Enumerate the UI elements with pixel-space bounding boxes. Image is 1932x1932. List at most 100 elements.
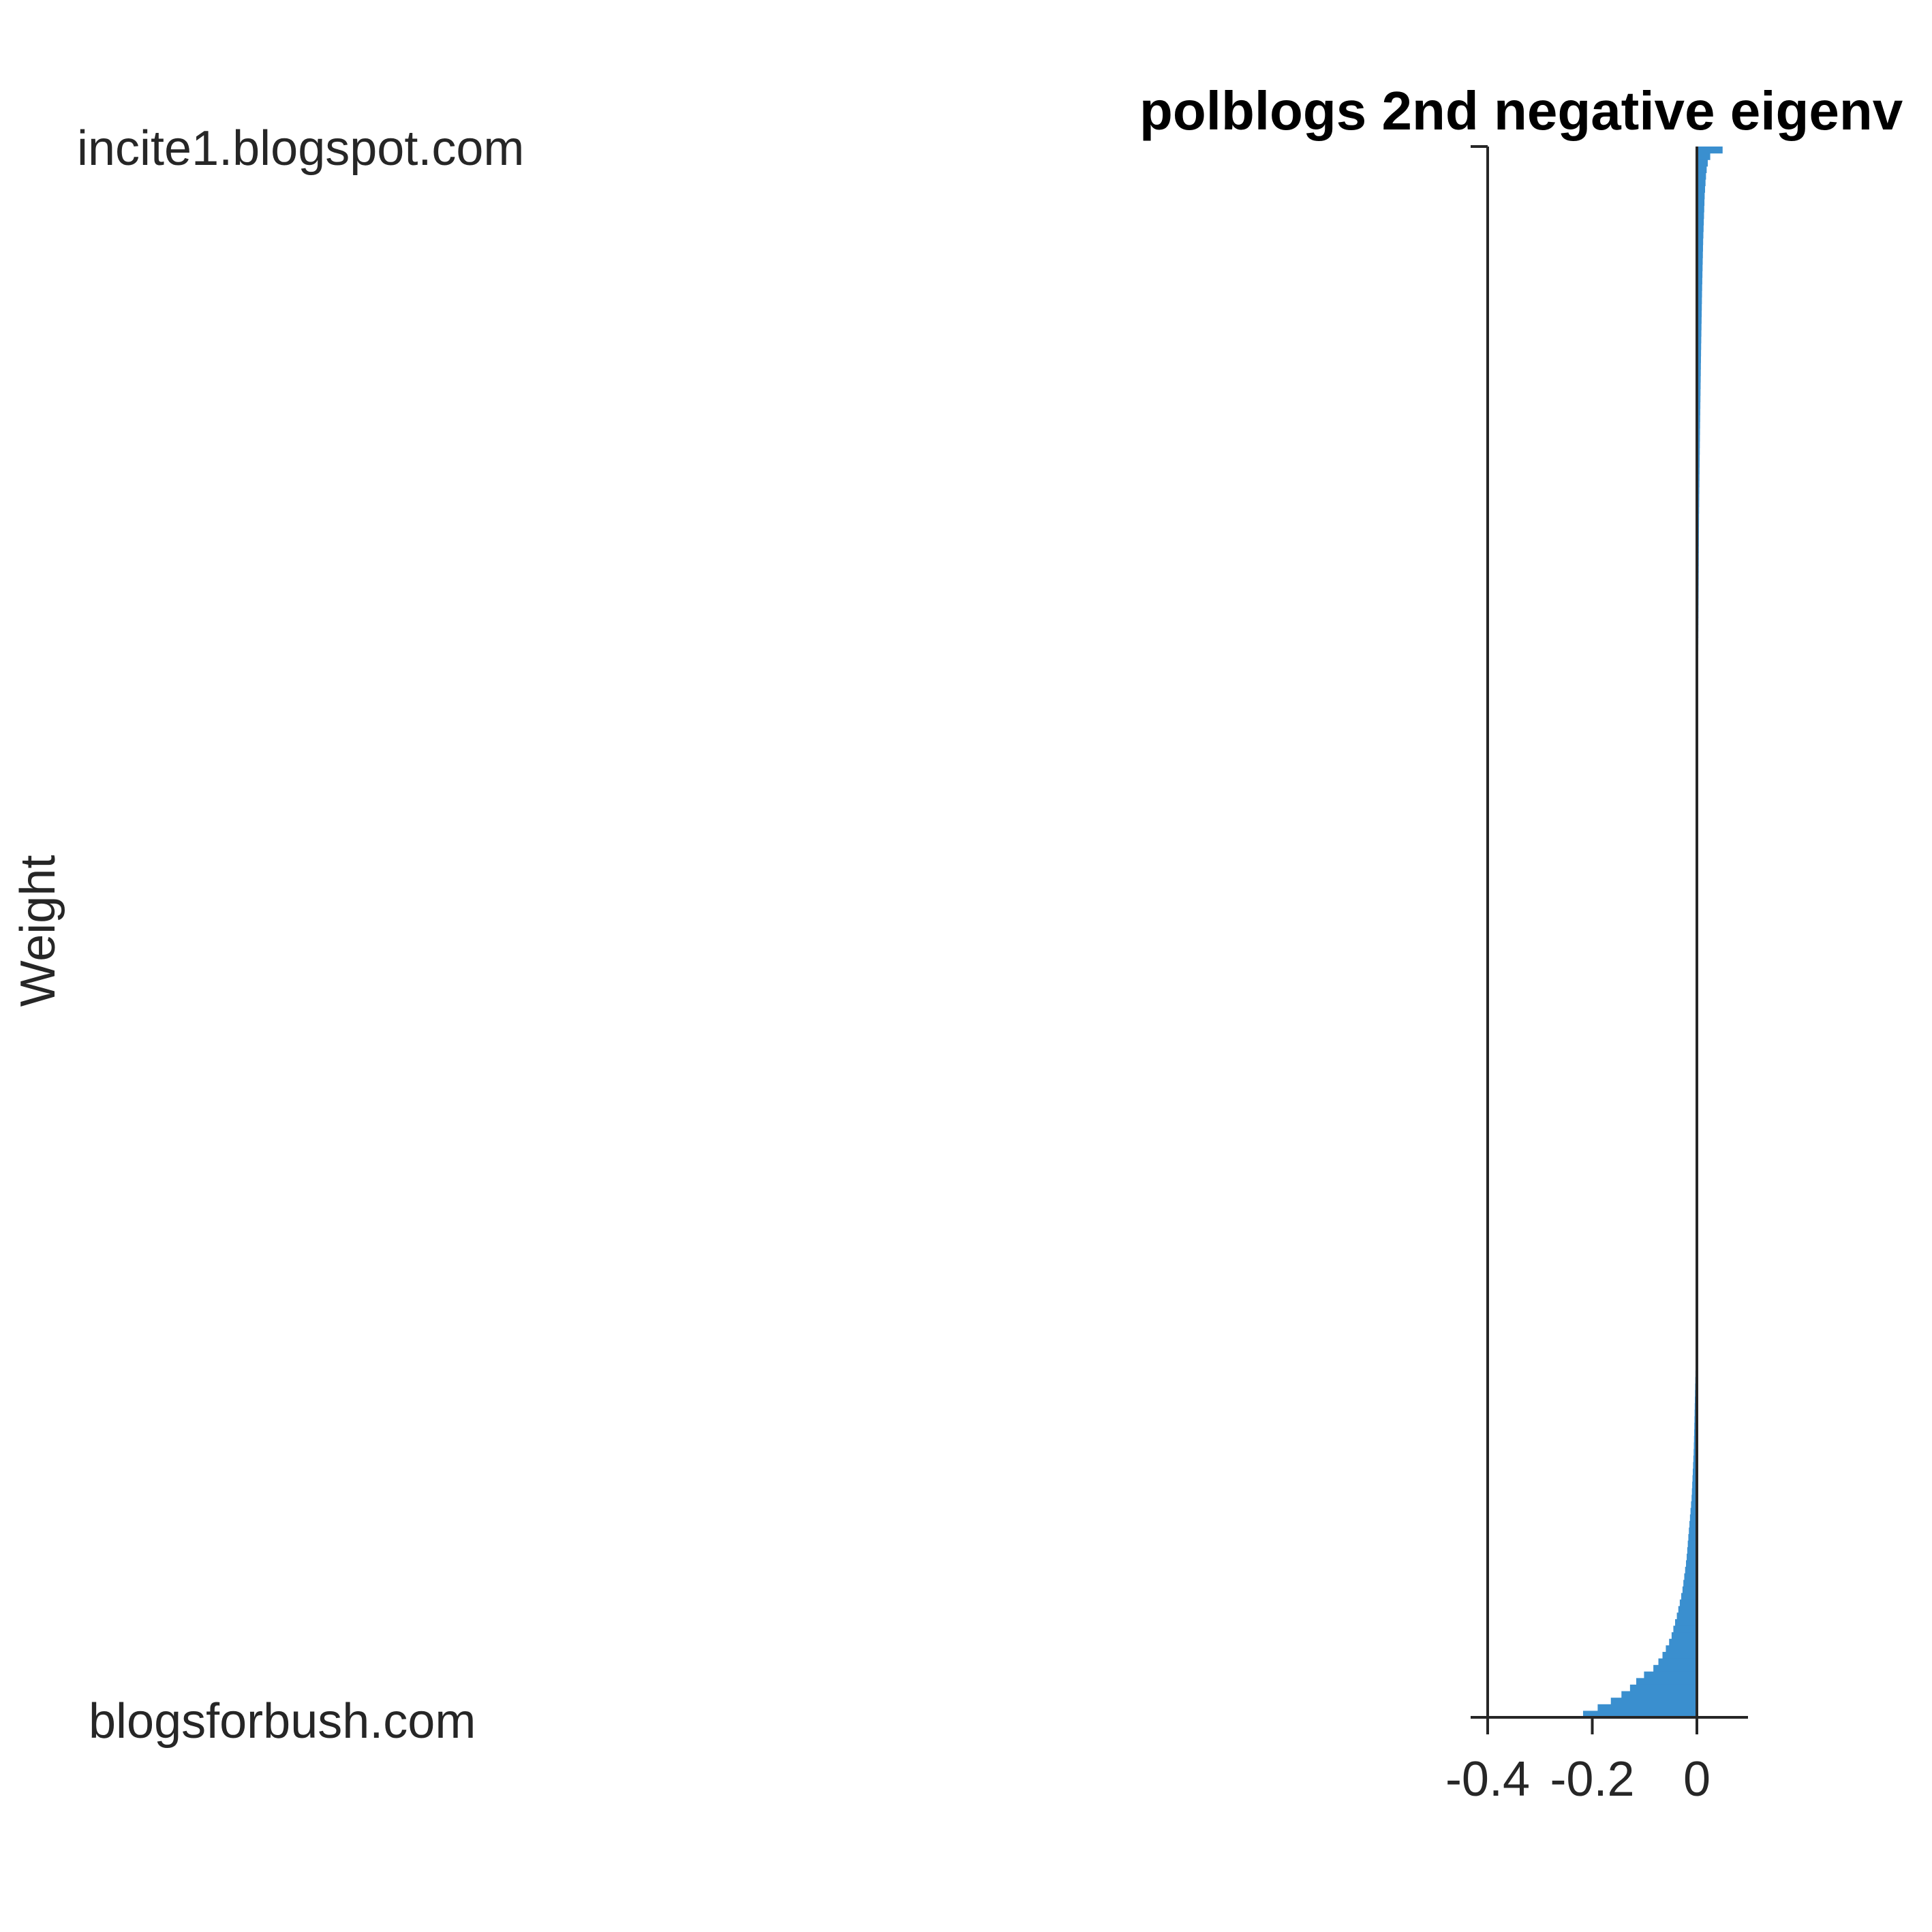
bar <box>1697 356 1701 363</box>
bar <box>1697 271 1703 278</box>
bar <box>1697 258 1703 265</box>
bar <box>1689 1527 1697 1535</box>
bar <box>1693 1462 1697 1469</box>
bar <box>1683 1580 1697 1587</box>
bar <box>1697 218 1704 226</box>
bar <box>1697 323 1702 331</box>
bar <box>1693 1442 1697 1450</box>
bar <box>1675 1619 1697 1627</box>
category-label-top: incite1.blogspot.com <box>77 121 524 176</box>
y-axis-label: Weight <box>11 855 65 1007</box>
bar <box>1678 1606 1697 1613</box>
bar <box>1582 1711 1697 1718</box>
bar <box>1697 408 1700 416</box>
bar <box>1690 1507 1697 1515</box>
bar <box>1697 310 1702 318</box>
bar <box>1689 1520 1697 1529</box>
bar <box>1666 1645 1697 1653</box>
bar <box>1653 1665 1697 1672</box>
bar <box>1697 454 1700 461</box>
bar <box>1697 349 1702 356</box>
bar <box>1610 1698 1697 1705</box>
x-ticks: -0.4 -0.2 0 <box>1445 1717 1711 1807</box>
bar <box>1697 166 1707 174</box>
bar <box>1676 1612 1697 1620</box>
bar <box>1697 375 1701 383</box>
x-tick-label: -0.2 <box>1550 1752 1634 1807</box>
bar <box>1697 421 1700 429</box>
bar <box>1697 225 1704 232</box>
x-tick-label: -0.4 <box>1445 1752 1530 1807</box>
bar <box>1697 461 1700 468</box>
bar <box>1697 290 1702 298</box>
bar <box>1697 198 1705 206</box>
bar <box>1679 1599 1697 1607</box>
bar <box>1691 1494 1697 1502</box>
bar <box>1697 283 1702 291</box>
bars <box>1582 147 1723 1718</box>
bar <box>1687 1553 1697 1561</box>
bar <box>1697 316 1702 324</box>
bar <box>1697 427 1700 435</box>
bar <box>1697 303 1702 311</box>
bar <box>1693 1455 1697 1463</box>
bar <box>1697 414 1700 422</box>
bar <box>1662 1651 1697 1659</box>
bar <box>1669 1638 1697 1646</box>
bar <box>1697 382 1701 389</box>
bar <box>1697 434 1700 442</box>
axes <box>1471 145 1748 1719</box>
bar <box>1697 205 1704 213</box>
bar <box>1693 1449 1697 1456</box>
bar <box>1697 329 1702 337</box>
bar <box>1697 179 1706 187</box>
bar <box>1692 1475 1697 1482</box>
bar <box>1691 1501 1697 1509</box>
bar <box>1687 1547 1697 1554</box>
bar <box>1697 159 1708 167</box>
bar <box>1682 1586 1697 1594</box>
bar <box>1686 1560 1697 1567</box>
bar <box>1689 1514 1697 1522</box>
bar <box>1697 147 1723 154</box>
bar <box>1697 362 1701 370</box>
bar <box>1697 369 1701 376</box>
bar <box>1597 1704 1697 1711</box>
bar <box>1692 1469 1697 1476</box>
bar <box>1621 1691 1697 1698</box>
bar <box>1681 1593 1697 1600</box>
bar <box>1697 153 1711 160</box>
bar <box>1697 192 1705 200</box>
bar <box>1671 1632 1697 1640</box>
bar <box>1629 1684 1697 1692</box>
bar <box>1697 343 1702 350</box>
bar <box>1697 401 1701 409</box>
bar <box>1697 277 1702 285</box>
bar <box>1691 1488 1697 1496</box>
bar <box>1697 245 1703 252</box>
bar <box>1697 238 1704 245</box>
bar <box>1687 1540 1697 1548</box>
bar <box>1685 1567 1697 1574</box>
bar <box>1697 185 1705 193</box>
bar <box>1693 1429 1697 1437</box>
bar <box>1673 1625 1697 1633</box>
bar <box>1697 251 1703 258</box>
bar <box>1636 1678 1697 1685</box>
bar <box>1697 441 1700 448</box>
bar <box>1693 1436 1697 1443</box>
bar <box>1658 1658 1697 1666</box>
bar <box>1697 447 1700 455</box>
bar <box>1684 1573 1697 1580</box>
bar <box>1697 264 1703 272</box>
category-label-bottom: blogsforbush.com <box>89 1694 476 1749</box>
bar <box>1697 212 1704 219</box>
bar <box>1697 336 1702 343</box>
bar <box>1644 1671 1697 1678</box>
bar <box>1688 1534 1697 1542</box>
bar <box>1697 296 1702 305</box>
chart-title: polblogs 2nd negative eigenv <box>1139 80 1903 141</box>
bar <box>1697 231 1704 239</box>
x-tick-label: 0 <box>1683 1752 1711 1807</box>
